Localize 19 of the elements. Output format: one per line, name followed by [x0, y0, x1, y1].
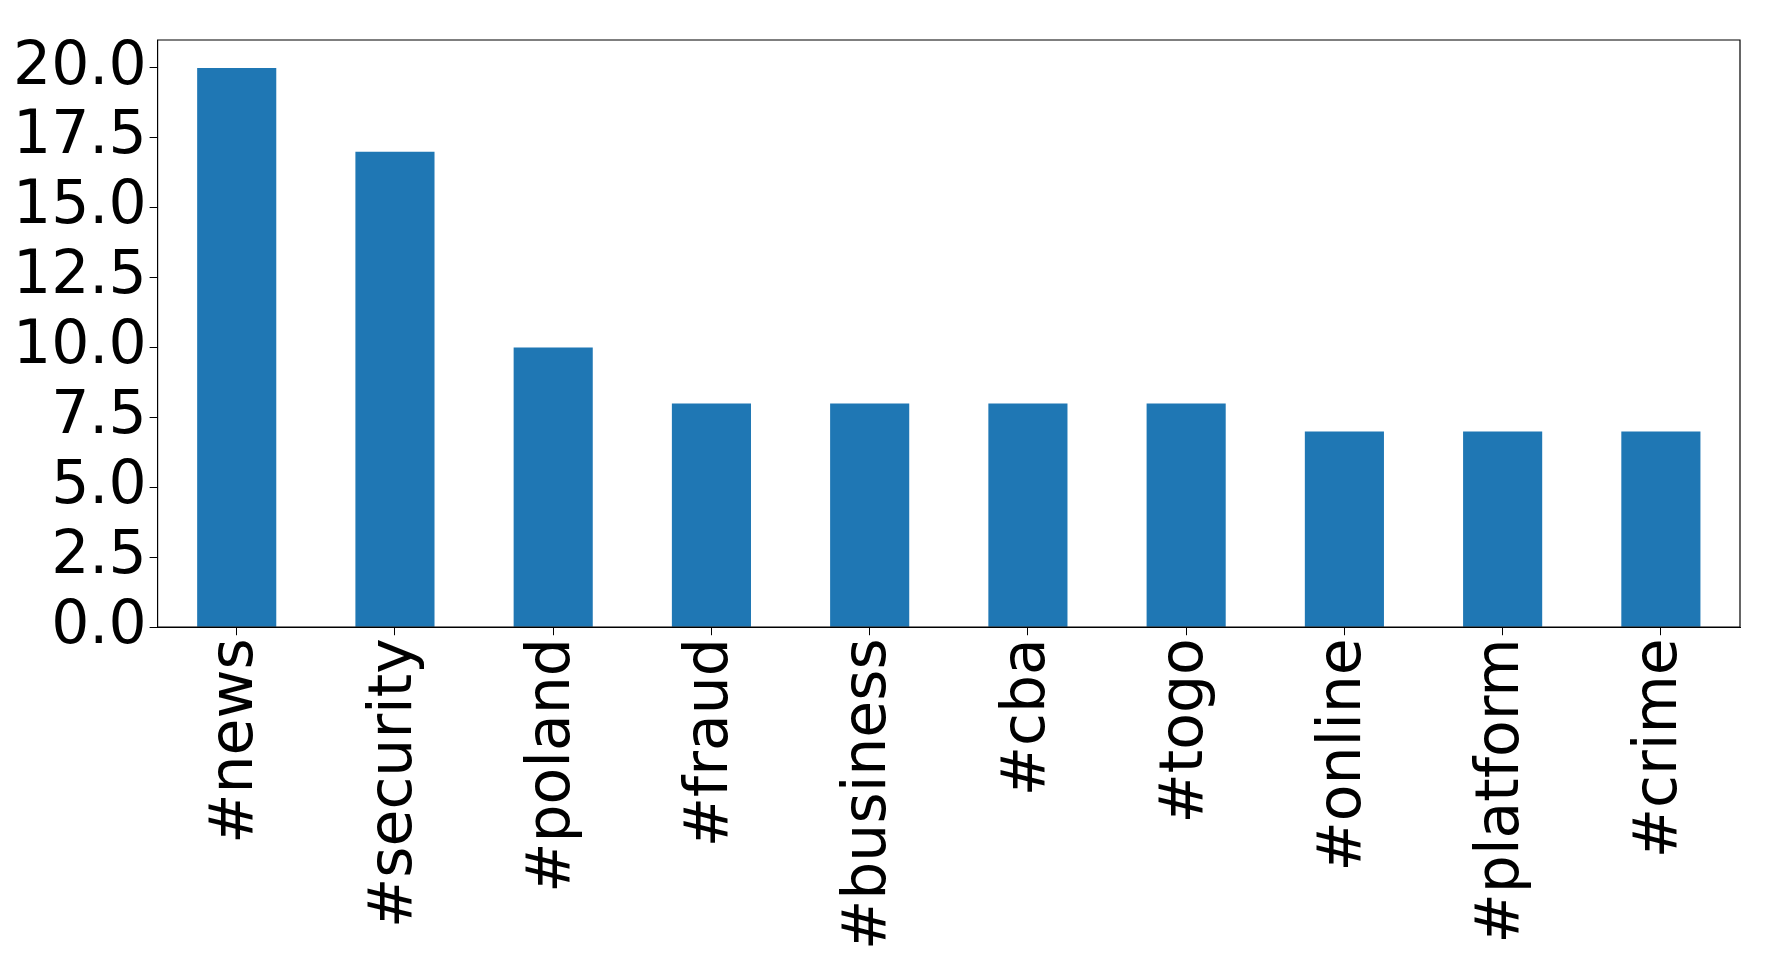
x-tick-label: #online [1303, 638, 1374, 872]
x-tick-label: #fraud [671, 638, 742, 848]
y-tick-label: 17.5 [13, 97, 147, 168]
x-tick-label: #poland [512, 638, 583, 893]
y-tick-label: 20.0 [13, 27, 147, 98]
y-tick-label: 0.0 [51, 586, 147, 657]
x-tick-label: #togo [1145, 638, 1216, 824]
x-tick-label: #news [196, 638, 267, 844]
y-tick-label: 12.5 [13, 237, 147, 308]
x-tick-label: #security [354, 638, 425, 929]
x-tick-label: #business [829, 638, 900, 950]
y-tick-label: 5.0 [51, 447, 147, 517]
y-tick-label: 15.0 [13, 167, 147, 238]
x-tick-label: #platform [1462, 638, 1533, 944]
y-tick-label: 7.5 [51, 377, 147, 448]
x-tick-label: #cba [987, 638, 1058, 797]
y-tick-label: 10.0 [13, 307, 147, 378]
y-tick-label: 2.5 [51, 516, 147, 587]
x-tick-label: #crime [1620, 638, 1691, 859]
